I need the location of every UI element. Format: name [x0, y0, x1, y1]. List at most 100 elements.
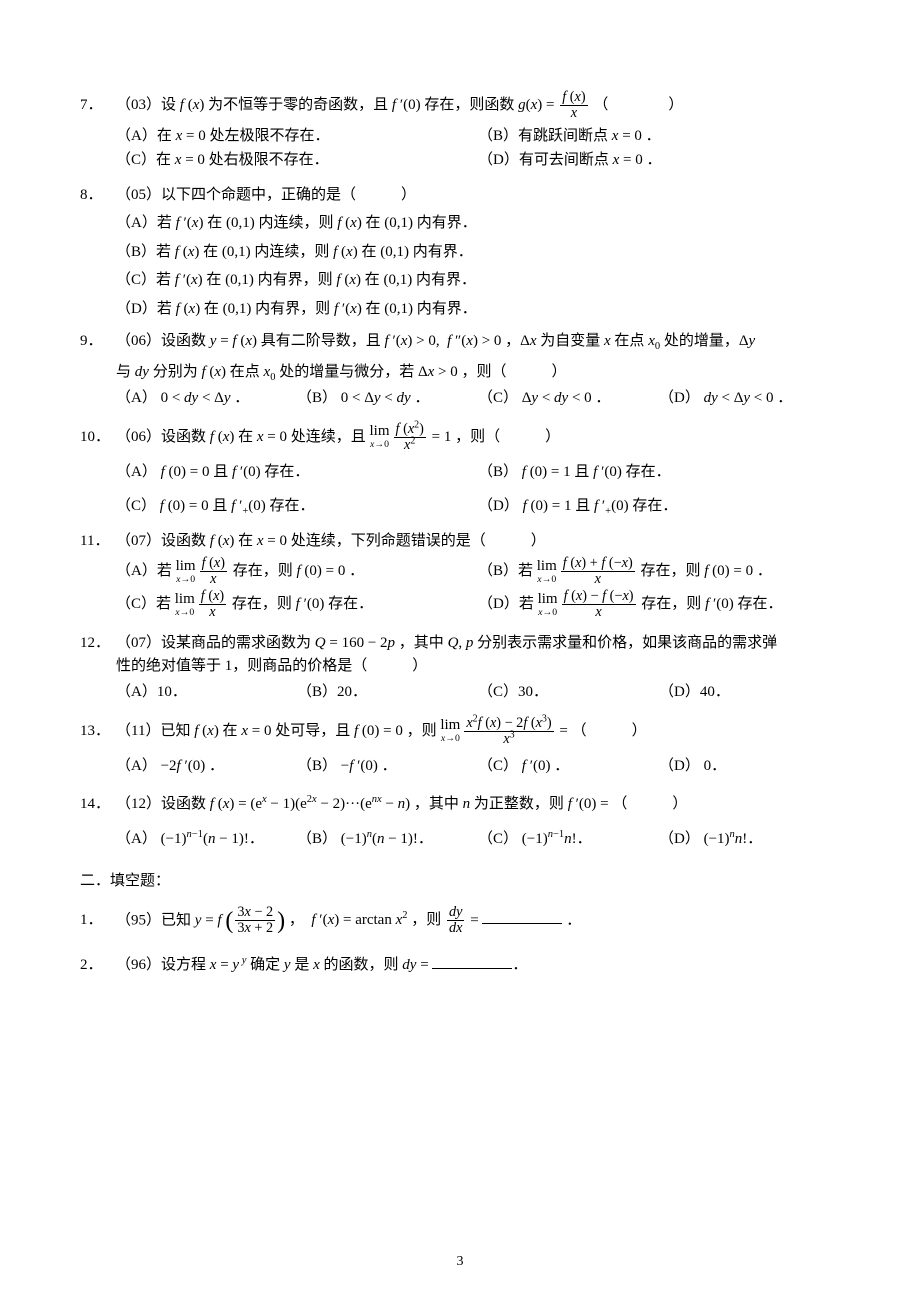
stem: （12）设函数 f (x) = (ex − 1)(e2x − 2)···(enx…	[116, 793, 840, 816]
opt-b: （B）若 limx→0f (x) + f (−x)x 存在，则 f (0) = …	[478, 556, 840, 587]
problem-9: 9． （06）设函数 y = f (x) 具有二阶导数，且 f ′(x) > 0…	[80, 330, 840, 412]
opt-d: （D） 0．	[659, 755, 840, 778]
choices: （A）在 x = 0 处左极限不存在． （B）有跳跃间断点 x = 0 ． （C…	[116, 125, 840, 174]
opt-b: （B）有跳跃间断点 x = 0 ．	[478, 125, 840, 148]
pnum: 9．	[80, 330, 116, 353]
t: 以下四个命题中，正确的是（ ）	[161, 187, 416, 203]
pnum: 11．	[80, 530, 116, 553]
opt-b: （B） (−1)n(n − 1)!．	[297, 828, 478, 851]
pnum: 2．	[80, 954, 116, 977]
opt-a: （A）在 x = 0 处左极限不存在．	[116, 125, 478, 148]
opt-d: （D）若 limx→0f (x) − f (−x)x 存在，则 f ′(0) 存…	[478, 589, 840, 620]
year: （05）	[116, 187, 161, 203]
pnum: 13．	[80, 720, 116, 743]
year: （95）	[116, 912, 161, 928]
opt-a: （A） −2f ′(0) ．	[116, 755, 297, 778]
choices: （A） −2f ′(0) ． （B） −f ′(0) ． （C） f ′(0) …	[116, 755, 840, 780]
stem-cont: 与 dy 分别为 f (x) 在点 x0 处的增量与微分，若 Δx > 0 ，则…	[116, 361, 840, 384]
t: 存在，则 f ′(0) 存在．	[232, 596, 373, 612]
stem: （06）设函数 f (x) 在 x = 0 处连续，且 limx→0f (x2)…	[116, 422, 840, 453]
problem-11: 11． （07）设函数 f (x) 在 x = 0 处连续，下列命题错误的是（ …	[80, 530, 840, 622]
opt-d: （D） (−1)nn!．	[659, 828, 840, 851]
opt-a: （A） f (0) = 0 且 f ′(0) 存在．	[116, 461, 478, 484]
blank	[432, 953, 512, 969]
opt-c: （C） f ′(0) ．	[478, 755, 659, 778]
year: （96）	[116, 957, 161, 973]
t: 设函数 f (x) 在 x = 0 处连续，且	[161, 429, 366, 445]
opt-c: （C）在 x = 0 处右极限不存在．	[116, 149, 478, 172]
opt-b: （B）20．	[297, 681, 478, 704]
t: 设	[161, 97, 176, 113]
opt-d: （D）40．	[659, 681, 840, 704]
choices: （A）若 limx→0f (x)x 存在，则 f (0) = 0 ． （B）若 …	[116, 556, 840, 622]
t: 设某商品的需求函数为 Q = 160 − 2p ，其中 Q, p 分别表示需求量…	[161, 635, 777, 651]
t: 为不恒等于零的奇函数，且	[208, 97, 388, 113]
choices: （A）10． （B）20． （C）30． （D）40．	[116, 681, 840, 706]
problem-7: 7． （03）设 f (x) 为不恒等于零的奇函数，且 f ′(0) 存在，则函…	[80, 90, 840, 174]
choices: （A） f (0) = 0 且 f ′(0) 存在． （B） f (0) = 1…	[116, 461, 840, 520]
stem: （05）以下四个命题中，正确的是（ ）	[116, 184, 840, 207]
pnum: 1．	[80, 909, 116, 932]
opt-c: （C）30．	[478, 681, 659, 704]
t: ．	[566, 912, 581, 928]
year: （06）	[116, 429, 161, 445]
t: 设函数 f (x) = (ex − 1)(e2x − 2)···(enx − n…	[161, 796, 687, 812]
opt-b: （B） −f ′(0) ．	[297, 755, 478, 778]
t: 设函数 y = f (x) 具有二阶导数，且 f ′(x) > 0, f ″(x…	[161, 333, 755, 349]
t: ， f ′(x) = arctan x2 ，则	[289, 912, 441, 928]
page-number: 3	[0, 1251, 920, 1272]
pnum: 14．	[80, 793, 116, 816]
pnum: 7．	[80, 94, 116, 117]
stem: （03）设 f (x) 为不恒等于零的奇函数，且 f ′(0) 存在，则函数 g…	[116, 90, 840, 121]
stem: （96）设方程 x = y y 确定 y 是 x 的函数，则 dy = ．	[116, 953, 840, 977]
choices: （A） (−1)n−1(n − 1)!． （B） (−1)n(n − 1)!． …	[116, 828, 840, 853]
t: 存在，则函数	[424, 97, 514, 113]
opt-d: （D）有可去间断点 x = 0 ．	[478, 149, 840, 172]
t: 已知	[161, 912, 191, 928]
opt-b: （B）若 f (x) 在 (0,1) 内连续，则 f (x) 在 (0,1) 内…	[116, 241, 840, 264]
opt-a: （A）10．	[116, 681, 297, 704]
choices: （A） 0 < dy < Δy ． （B） 0 < Δy < dy ． （C） …	[116, 387, 840, 412]
t: 存在，则 f ′(0) 存在．	[641, 596, 782, 612]
stem: （06）设函数 y = f (x) 具有二阶导数，且 f ′(x) > 0, f…	[116, 330, 840, 353]
t: 设函数 f (x) 在 x = 0 处连续，下列命题错误的是（ ）	[161, 533, 546, 549]
opt-c: （C） Δy < dy < 0 ．	[478, 387, 659, 410]
problem-8: 8． （05）以下四个命题中，正确的是（ ） （A）若 f ′(x) 在 (0,…	[80, 184, 840, 321]
opt-d: （D） f (0) = 1 且 f ′+(0) 存在．	[478, 495, 840, 518]
t: （B）若	[478, 563, 533, 579]
opt-a: （A） 0 < dy < Δy ．	[116, 387, 297, 410]
pnum: 10．	[80, 426, 116, 449]
opt-c: （C） (−1)n−1n!．	[478, 828, 659, 851]
opt-b: （B） 0 < Δy < dy ．	[297, 387, 478, 410]
blank	[482, 908, 562, 924]
fill-1: 1． （95）已知 y = f (3x − 23x + 2) ， f ′(x) …	[80, 903, 840, 939]
problem-14: 14． （12）设函数 f (x) = (ex − 1)(e2x − 2)···…	[80, 793, 840, 852]
opt-c: （C）若 limx→0f (x)x 存在，则 f ′(0) 存在．	[116, 589, 478, 620]
opt-a: （A）若 limx→0f (x)x 存在，则 f (0) = 0 ．	[116, 556, 478, 587]
stem-cont: 性的绝对值等于 1，则商品的价格是（ ）	[116, 655, 840, 678]
year: （07）	[116, 533, 161, 549]
fill-2: 2． （96）设方程 x = y y 确定 y 是 x 的函数，则 dy = ．	[80, 953, 840, 977]
opt-a: （A） (−1)n−1(n − 1)!．	[116, 828, 297, 851]
problem-13: 13． （11）已知 f (x) 在 x = 0 处可导，且 f (0) = 0…	[80, 716, 840, 779]
t: 已知 f (x) 在 x = 0 处可导，且 f (0) = 0 ，则	[160, 723, 436, 739]
stem: （07）设函数 f (x) 在 x = 0 处连续，下列命题错误的是（ ）	[116, 530, 840, 553]
t: （ ）	[572, 723, 647, 739]
stem: （07）设某商品的需求函数为 Q = 160 − 2p ，其中 Q, p 分别表…	[116, 632, 840, 655]
stem: （95）已知 y = f (3x − 23x + 2) ， f ′(x) = a…	[116, 903, 840, 939]
t: ，则（ ）	[455, 429, 560, 445]
t: 设方程 x = y y 确定 y 是 x 的函数，则 dy =	[161, 957, 432, 973]
problem-10: 10． （06）设函数 f (x) 在 x = 0 处连续，且 limx→0f …	[80, 422, 840, 520]
year: （11）	[116, 723, 160, 739]
stem: （11）已知 f (x) 在 x = 0 处可导，且 f (0) = 0 ，则 …	[116, 716, 840, 747]
t: （A）若	[116, 563, 172, 579]
year: （07）	[116, 635, 161, 651]
pnum: 12．	[80, 632, 116, 655]
year: （12）	[116, 796, 161, 812]
opt-d: （D） dy < Δy < 0 ．	[659, 387, 840, 410]
opt-d: （D）若 f (x) 在 (0,1) 内有界，则 f ′(x) 在 (0,1) …	[116, 298, 840, 321]
t: （C）若	[116, 596, 171, 612]
year: （03）	[116, 97, 161, 113]
opt-c: （C） f (0) = 0 且 f ′+(0) 存在．	[116, 495, 478, 518]
t: （D）若	[478, 596, 534, 612]
